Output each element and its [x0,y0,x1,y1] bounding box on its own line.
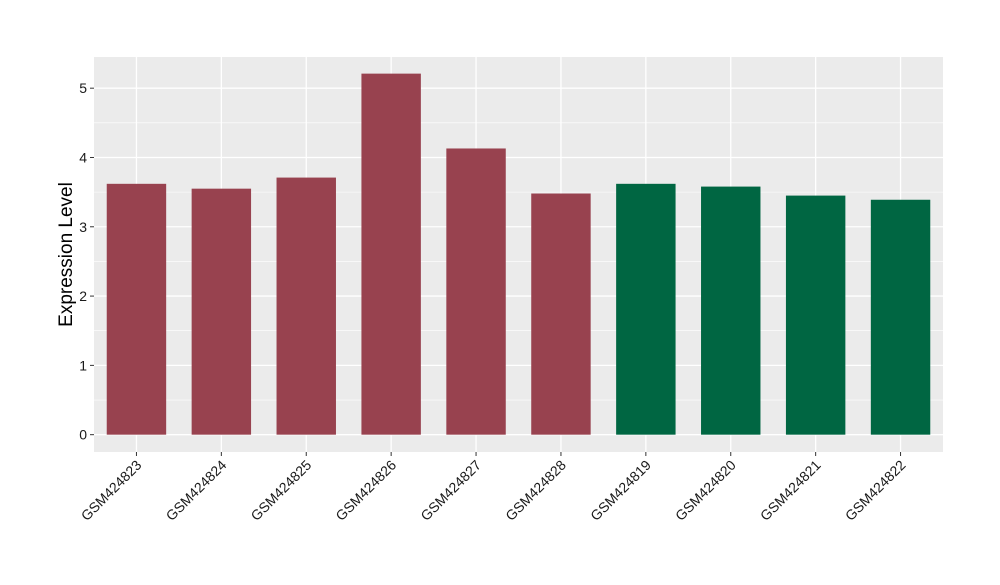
x-tick-label: GSM424822 [842,457,909,524]
y-axis-title: Expression Level [56,182,77,327]
y-tick-label: 1 [79,357,87,373]
bar-gsm424827 [446,148,506,435]
bar-gsm424824 [191,188,252,435]
x-tick-label: GSM424826 [332,457,399,524]
x-tick-label: GSM424825 [247,457,314,524]
y-tick-label: 4 [79,149,87,165]
y-tick-label: 3 [79,219,87,235]
bar-gsm424820 [701,186,761,435]
bar-gsm424828 [531,193,591,435]
bar-gsm424825 [276,177,336,435]
y-tick-label: 0 [79,427,87,443]
bar-gsm424819 [616,183,676,435]
bar-gsm424821 [785,195,846,435]
bar-gsm424826 [361,73,421,435]
x-axis: GSM424823 GSM424824 GSM424825 GSM424826 GSM4… [78,452,909,524]
y-tick-label: 2 [79,288,87,304]
y-axis: 0 1 2 3 4 5 [79,80,94,443]
x-tick-label: GSM424819 [587,457,654,524]
x-tick-label: GSM424824 [163,457,230,524]
x-tick-label: GSM424828 [502,457,569,524]
x-tick-label: GSM424820 [672,457,739,524]
x-tick-label: GSM424823 [78,457,145,524]
x-tick-label: GSM424827 [417,457,484,524]
x-tick-label: GSM424821 [757,457,824,524]
bar-gsm424823 [106,183,167,435]
bars [106,73,931,435]
y-tick-label: 5 [79,80,87,96]
bar-gsm424822 [870,199,931,435]
